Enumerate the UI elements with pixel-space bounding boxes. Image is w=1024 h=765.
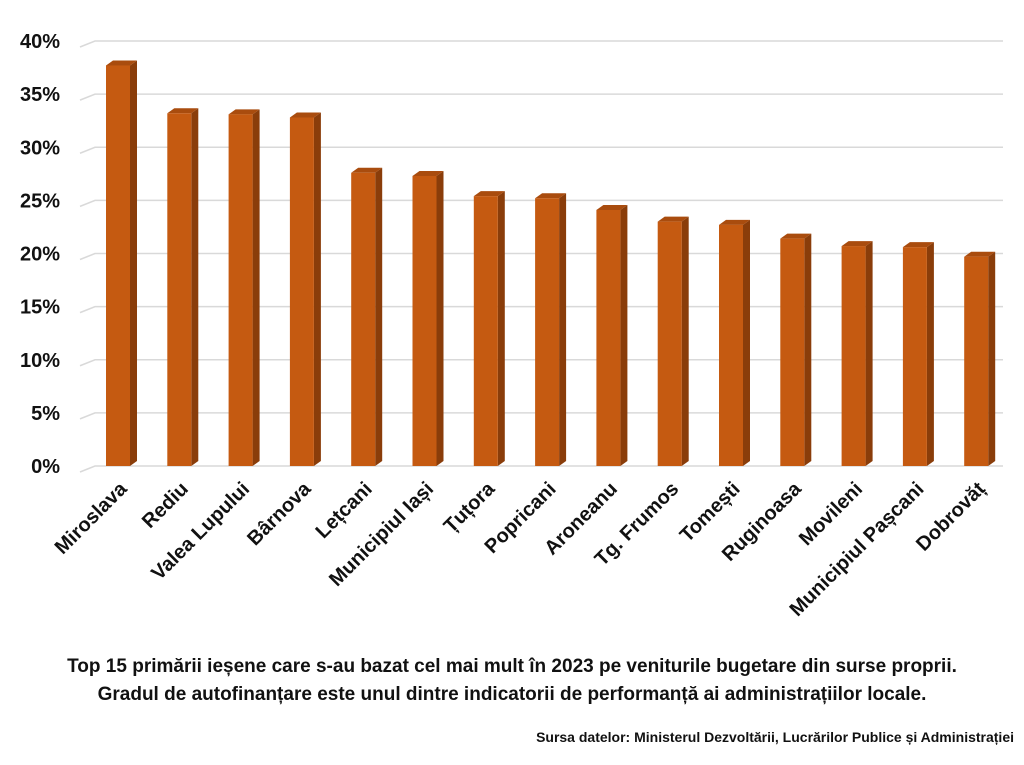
bars bbox=[106, 60, 996, 466]
bar-top bbox=[473, 191, 505, 197]
caption-line-2: Gradul de autofinanțare este unul dintre… bbox=[97, 684, 927, 705]
y-tick-label: 15% bbox=[20, 297, 60, 319]
data-source: Sursa datelor: Ministerul Dezvoltării, L… bbox=[536, 729, 1014, 745]
bar-side bbox=[130, 60, 137, 466]
gridline bbox=[79, 465, 1003, 473]
gridline bbox=[79, 412, 1003, 420]
bar-top bbox=[780, 233, 812, 239]
bar-side bbox=[252, 109, 260, 466]
bar-side bbox=[559, 193, 567, 466]
bar-top bbox=[964, 251, 996, 257]
bar bbox=[412, 170, 444, 466]
gridline bbox=[79, 40, 1003, 48]
bar-front bbox=[719, 224, 743, 466]
bar-top bbox=[596, 204, 628, 210]
x-tick-label: Țuțora bbox=[440, 477, 500, 537]
bar-top bbox=[719, 219, 750, 225]
gridlines bbox=[79, 40, 1003, 473]
bar bbox=[535, 193, 567, 466]
bar bbox=[351, 167, 383, 466]
bar-side bbox=[497, 191, 505, 466]
bar-side bbox=[865, 241, 873, 466]
bar-top bbox=[412, 170, 444, 176]
y-tick-label: 35% bbox=[20, 84, 60, 106]
bar-front bbox=[535, 198, 560, 466]
gridline bbox=[79, 359, 1003, 367]
gridline bbox=[79, 252, 1003, 261]
bar-front bbox=[351, 172, 376, 466]
bar-top bbox=[841, 241, 873, 247]
bar-side bbox=[926, 242, 934, 466]
bar-side bbox=[313, 112, 321, 466]
bar-front bbox=[657, 221, 682, 466]
bar-front bbox=[289, 117, 314, 466]
bar-side bbox=[191, 108, 199, 466]
bar-top bbox=[351, 167, 383, 173]
bar-front bbox=[167, 113, 192, 466]
gridline bbox=[79, 146, 1003, 154]
x-tick-label: Bârnova bbox=[243, 477, 316, 550]
x-tick-label: Municipiul Iași bbox=[325, 478, 438, 591]
bar-top bbox=[902, 242, 934, 248]
bar bbox=[719, 219, 750, 466]
bar-front bbox=[780, 238, 805, 466]
bar bbox=[841, 241, 873, 466]
bar-side bbox=[681, 216, 689, 466]
bar-side bbox=[436, 170, 444, 466]
bar-front bbox=[964, 256, 989, 466]
bar bbox=[106, 60, 137, 466]
bar bbox=[228, 109, 260, 466]
bar-front bbox=[412, 175, 437, 466]
y-tick-label: 30% bbox=[20, 137, 60, 159]
gridline bbox=[79, 305, 1003, 314]
x-tick-label: Miroslava bbox=[51, 477, 132, 558]
bar-side bbox=[620, 204, 628, 466]
y-axis-ticks: 0% 5% 10% 15% 20% 25% 30% 35% 40% bbox=[20, 31, 60, 478]
bar-side bbox=[988, 251, 996, 466]
bar bbox=[596, 204, 628, 466]
bar-top bbox=[535, 193, 567, 199]
bar-front bbox=[228, 114, 253, 466]
y-tick-label: 10% bbox=[20, 350, 60, 372]
bar-side bbox=[375, 167, 383, 466]
bar-top bbox=[657, 216, 689, 222]
bar bbox=[289, 112, 321, 466]
x-tick-label: Rediu bbox=[138, 478, 193, 533]
bar-front bbox=[596, 209, 621, 466]
gridline bbox=[79, 93, 1003, 101]
bar-chart: 0% 5% 10% 15% 20% 25% 30% 35% 40% Miroslava Rediu… bbox=[20, 31, 1003, 621]
bar bbox=[902, 242, 934, 466]
bar bbox=[964, 251, 996, 466]
bar-top bbox=[289, 112, 321, 118]
bar bbox=[473, 191, 505, 466]
bar-top bbox=[167, 108, 199, 114]
caption-line-1: Top 15 primării ieșene care s-au bazat c… bbox=[67, 656, 957, 677]
bar bbox=[780, 233, 812, 466]
y-tick-label: 25% bbox=[20, 190, 60, 212]
bar bbox=[657, 216, 689, 466]
bar-front bbox=[841, 246, 866, 466]
bar-front bbox=[473, 196, 498, 466]
y-tick-label: 40% bbox=[20, 31, 60, 53]
gridline bbox=[79, 199, 1003, 208]
bar-front bbox=[902, 247, 927, 466]
bar-top bbox=[228, 109, 260, 115]
y-tick-label: 5% bbox=[31, 403, 60, 425]
bar-top bbox=[106, 60, 137, 66]
bar-side bbox=[743, 219, 750, 466]
y-tick-label: 20% bbox=[20, 244, 60, 266]
bar-side bbox=[804, 233, 812, 466]
bar-front bbox=[106, 65, 130, 466]
bar bbox=[167, 108, 199, 466]
y-tick-label: 0% bbox=[31, 456, 60, 478]
